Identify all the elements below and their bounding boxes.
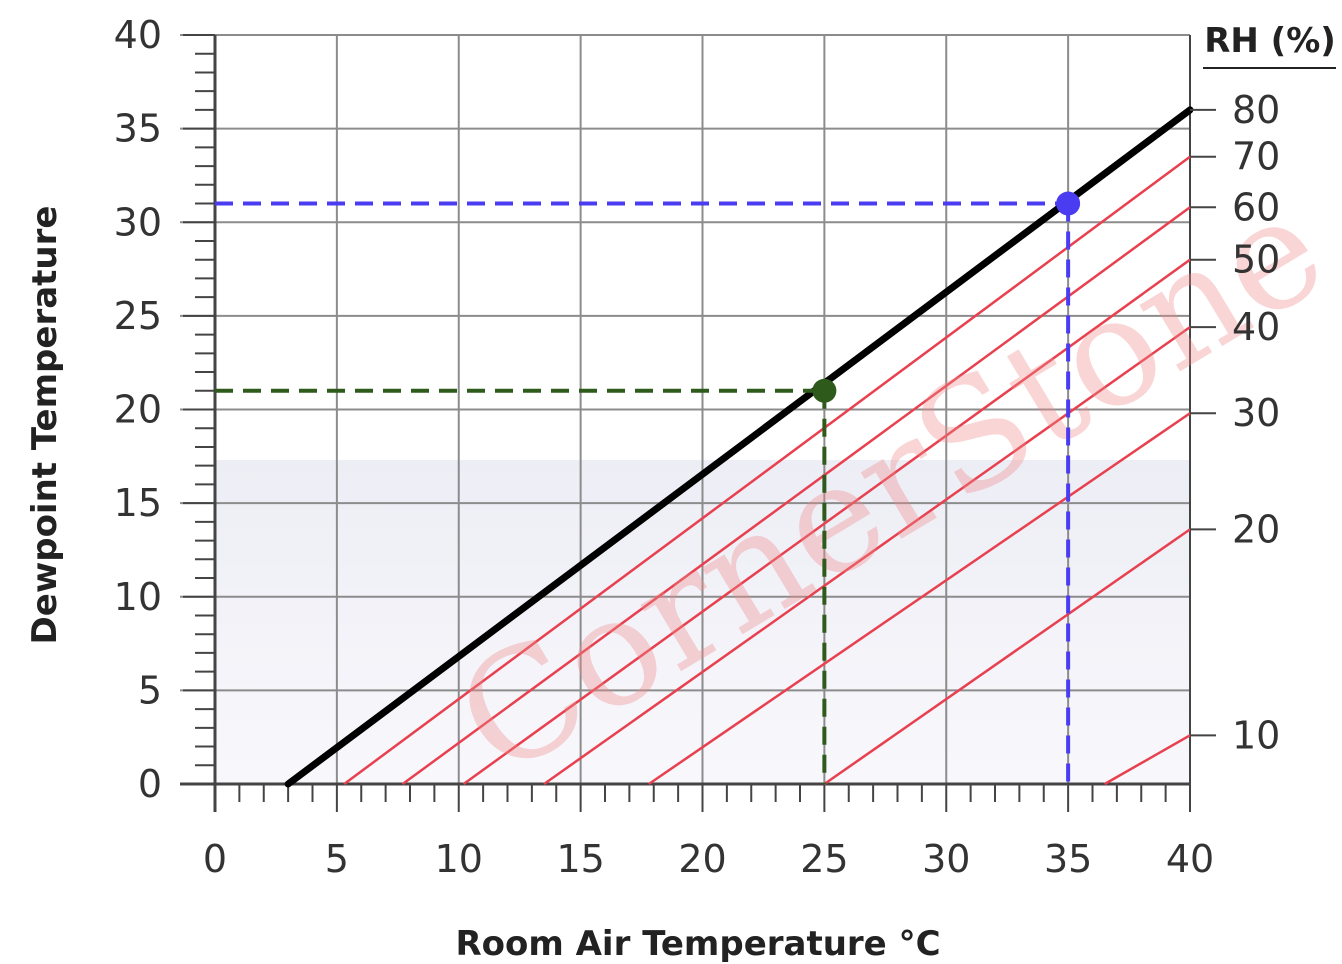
y-tick-label: 5 [138, 668, 162, 712]
example-point-1 [1056, 191, 1081, 216]
x-tick-label: 20 [678, 837, 726, 881]
x-tick-label: 25 [800, 837, 848, 881]
x-tick-label: 30 [922, 837, 970, 881]
rh-line-50 [543, 326, 1191, 786]
rh-tick-label: 60 [1232, 185, 1280, 229]
rh-tick-label: 80 [1232, 88, 1280, 132]
x-axis-title: Room Air Temperature °C [455, 924, 940, 964]
y-tick-label: 15 [114, 481, 162, 525]
x-tick-label: 10 [435, 837, 483, 881]
x-tick-labels: 0 5 10 15 20 25 30 35 40 [203, 837, 1214, 881]
rh-tick-label: 50 [1232, 238, 1280, 282]
x-tick-label: 5 [325, 837, 349, 881]
x-tick-label: 0 [203, 837, 227, 881]
rh-tick-label: 40 [1232, 305, 1280, 349]
y-tick-labels: 0 5 10 15 20 25 30 35 40 [114, 13, 162, 806]
y-tick-label: 10 [114, 575, 162, 619]
rh-tick-label: 30 [1232, 391, 1280, 435]
y-tick-label: 20 [114, 388, 162, 432]
rh-axis-title: RH (%) [1204, 21, 1336, 61]
y-tick-label: 35 [114, 107, 162, 151]
rh-line-20 [1104, 734, 1191, 786]
y-tick-label: 30 [114, 200, 162, 244]
rh-line-30 [823, 528, 1191, 786]
y-tick-label: 25 [114, 294, 162, 338]
y-axis-title: Dewpoint Temperature [25, 206, 65, 645]
example-points [812, 191, 1081, 403]
rh-tick-label: 70 [1232, 135, 1280, 179]
saturation-line [284, 106, 1194, 788]
rh-line-70 [401, 206, 1191, 786]
y-tick-label: 0 [138, 762, 162, 806]
saturation-line-path [284, 106, 1194, 788]
rh-line-80 [343, 155, 1191, 786]
x-tick-label: 35 [1044, 837, 1092, 881]
rh-line-40 [648, 412, 1191, 786]
rh-tick-label: 20 [1232, 507, 1280, 551]
x-tick-label: 40 [1166, 837, 1214, 881]
example-guides [215, 201, 1071, 784]
y-tick-label: 40 [114, 13, 162, 57]
x-tick-label: 15 [556, 837, 604, 881]
rh-tick-label: 10 [1232, 713, 1280, 757]
grid [180, 34, 1191, 812]
example-point-0 [812, 378, 837, 403]
minor-ticks [183, 34, 1191, 812]
